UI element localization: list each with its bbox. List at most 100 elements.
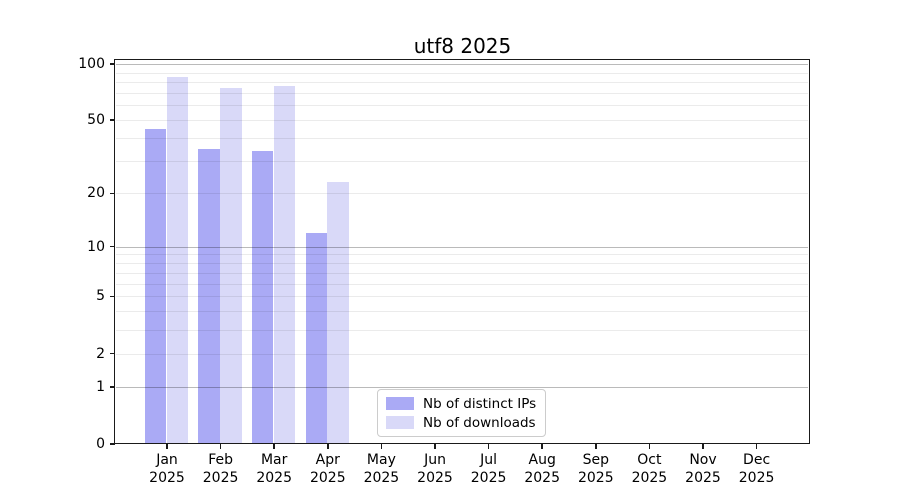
year-label: 2025 bbox=[738, 470, 775, 486]
year-label: 2025 bbox=[524, 470, 560, 486]
x-axis-tick-label: Jun 2025 bbox=[403, 451, 467, 487]
bar-nb-of-distinct-ips bbox=[144, 128, 167, 444]
bar-nb-of-downloads bbox=[327, 182, 349, 444]
gridline-minor bbox=[116, 105, 808, 107]
gridline-minor bbox=[116, 263, 808, 265]
x-axis-tick bbox=[648, 444, 651, 449]
y-axis-tick bbox=[110, 63, 115, 65]
month-label: Oct bbox=[637, 452, 662, 468]
month-label: May bbox=[366, 452, 396, 468]
bar-nb-of-distinct-ips bbox=[251, 151, 274, 444]
y-axis-tick-label: 5 bbox=[96, 288, 105, 305]
gridline-minor bbox=[116, 72, 808, 74]
month-label: Mar bbox=[260, 452, 288, 468]
month-label: Apr bbox=[315, 452, 340, 468]
y-axis-tick-label: 50 bbox=[87, 112, 105, 129]
year-label: 2025 bbox=[363, 470, 400, 486]
gridline-minor bbox=[116, 138, 808, 140]
y-axis-tick-label: 1 bbox=[96, 378, 105, 395]
legend-swatch-downloads bbox=[386, 416, 414, 429]
year-label: 2025 bbox=[631, 470, 668, 486]
bar-nb-of-downloads bbox=[166, 77, 189, 444]
x-axis-tick-label: Sep 2025 bbox=[564, 451, 628, 487]
x-axis-tick-label: Dec 2025 bbox=[725, 451, 789, 487]
y-axis-tick-label: 0 bbox=[96, 436, 105, 452]
legend-label-distinct-ips: Nb of distinct IPs bbox=[423, 395, 537, 412]
x-axis-tick bbox=[380, 444, 383, 449]
gridline-major bbox=[116, 386, 808, 388]
legend-swatch-distinct-ips bbox=[386, 397, 414, 410]
x-axis-tick bbox=[273, 444, 275, 449]
gridline-minor bbox=[116, 82, 808, 84]
x-axis-tick bbox=[327, 444, 329, 449]
gridline-minor bbox=[116, 193, 808, 195]
y-axis-tick bbox=[110, 352, 115, 355]
chart-title: utf8 2025 bbox=[413, 34, 512, 58]
y-axis-tick bbox=[110, 119, 115, 121]
month-label: Feb bbox=[208, 452, 233, 468]
year-label: 2025 bbox=[417, 470, 453, 486]
x-axis-tick-label: Oct 2025 bbox=[617, 451, 681, 487]
month-label: Jun bbox=[424, 452, 446, 468]
x-axis-tick bbox=[487, 444, 490, 449]
gridline-minor bbox=[116, 92, 808, 94]
year-label: 2025 bbox=[470, 470, 507, 486]
month-label: Nov bbox=[689, 452, 717, 468]
legend: Nb of distinct IPs Nb of downloads bbox=[377, 389, 546, 437]
bar-nb-of-downloads bbox=[220, 88, 242, 444]
y-axis-tick-label: 100 bbox=[78, 55, 105, 72]
x-axis-tick bbox=[755, 444, 758, 449]
y-axis-tick bbox=[110, 295, 115, 298]
month-label: Aug bbox=[528, 452, 556, 468]
month-label: Sep bbox=[582, 452, 609, 468]
year-label: 2025 bbox=[256, 470, 292, 486]
gridline-minor bbox=[116, 254, 808, 256]
gridline-minor bbox=[116, 272, 808, 274]
x-axis-tick-label: Nov 2025 bbox=[671, 451, 735, 487]
y-axis-tick-label: 2 bbox=[96, 345, 105, 362]
gridline-minor bbox=[116, 353, 808, 355]
gridline-major bbox=[116, 63, 808, 65]
x-axis-tick bbox=[702, 444, 704, 449]
legend-item-downloads: Nb of downloads bbox=[386, 415, 537, 431]
gridline-minor bbox=[116, 296, 808, 298]
y-axis-tick bbox=[110, 192, 115, 195]
year-label: 2025 bbox=[309, 470, 346, 486]
x-axis-tick-label: Feb 2025 bbox=[189, 451, 253, 487]
legend-label-downloads: Nb of downloads bbox=[423, 414, 536, 431]
x-axis-tick-label: May 2025 bbox=[349, 451, 413, 487]
y-axis-tick bbox=[110, 245, 115, 248]
gridline-minor bbox=[116, 329, 808, 331]
x-axis-tick-label: Mar 2025 bbox=[242, 451, 306, 487]
year-label: 2025 bbox=[149, 470, 185, 486]
y-axis-tick-label: 20 bbox=[87, 185, 105, 202]
year-label: 2025 bbox=[577, 470, 614, 486]
bar-nb-of-distinct-ips bbox=[198, 148, 220, 444]
y-axis-tick-label: 10 bbox=[87, 238, 105, 255]
year-label: 2025 bbox=[685, 470, 721, 486]
gridline-minor bbox=[116, 161, 808, 163]
month-label: Jan bbox=[156, 452, 178, 468]
x-axis-tick bbox=[434, 444, 436, 449]
x-axis-tick-label: Apr 2025 bbox=[296, 451, 360, 487]
year-label: 2025 bbox=[202, 470, 239, 486]
bar-nb-of-distinct-ips bbox=[305, 232, 328, 444]
x-axis-tick bbox=[219, 444, 222, 449]
x-axis-tick bbox=[541, 444, 543, 449]
x-axis-tick bbox=[166, 444, 168, 449]
x-axis-tick-label: Aug 2025 bbox=[510, 451, 574, 487]
month-label: Dec bbox=[743, 452, 771, 468]
legend-item-distinct-ips: Nb of distinct IPs bbox=[386, 396, 537, 412]
x-axis-tick bbox=[595, 444, 597, 449]
month-label: Jul bbox=[480, 452, 498, 468]
y-axis-tick bbox=[110, 443, 115, 445]
bar-nb-of-downloads bbox=[273, 86, 296, 444]
gridline-major bbox=[116, 246, 808, 248]
gridline-minor bbox=[116, 283, 808, 285]
gridline-minor bbox=[116, 120, 808, 122]
x-axis-tick-label: Jul 2025 bbox=[457, 451, 521, 487]
